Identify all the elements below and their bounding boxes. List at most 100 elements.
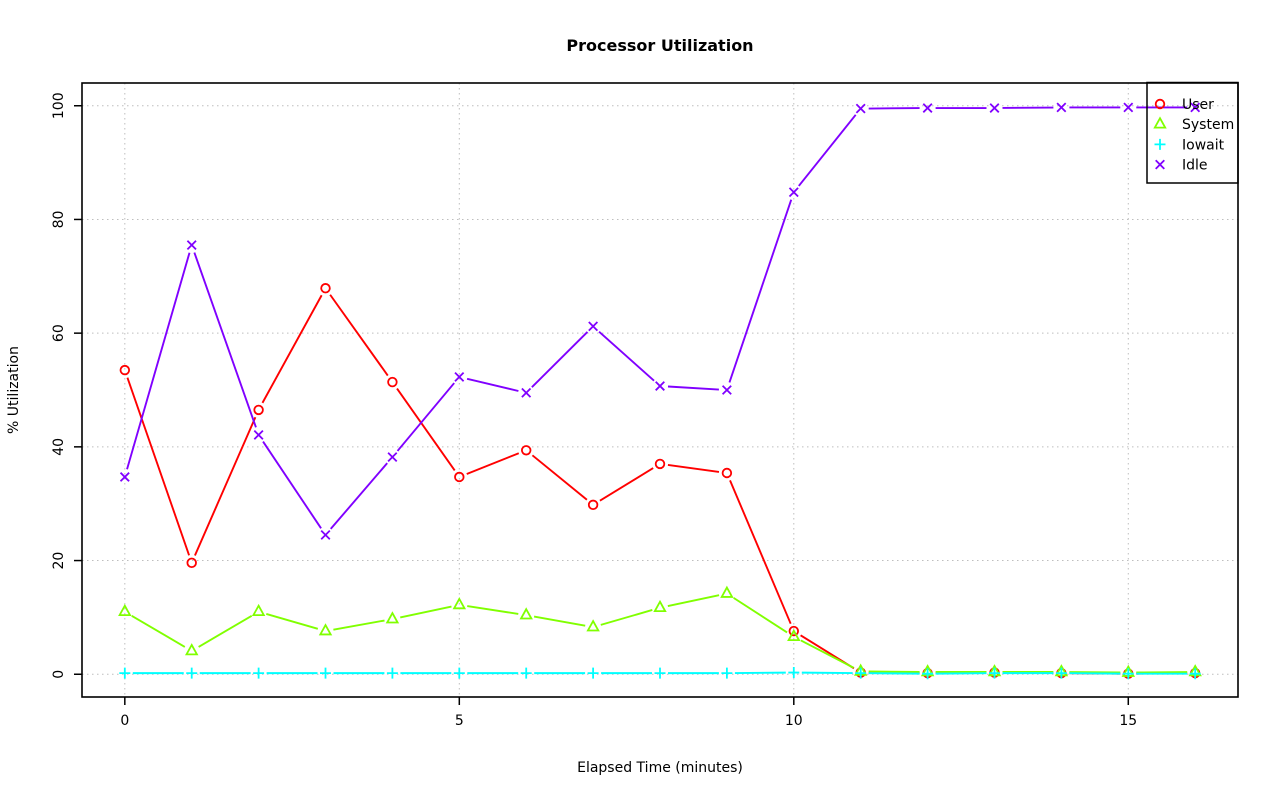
marker-triangle — [586, 619, 600, 632]
series-system — [118, 585, 1202, 677]
marker-plus — [386, 667, 398, 679]
legend-label: Iowait — [1182, 137, 1225, 153]
marker-circle — [1154, 98, 1166, 110]
marker-plus — [520, 667, 532, 679]
y-tick-label: 80 — [51, 211, 67, 229]
marker-x — [186, 240, 197, 250]
series-segment — [262, 441, 322, 529]
legend-label: Idle — [1182, 158, 1208, 174]
gridlines — [82, 83, 1238, 697]
marker-x — [454, 371, 465, 382]
y-tick-label: 40 — [51, 438, 67, 456]
y-axis-label: % Utilization — [6, 346, 22, 434]
marker-plus — [654, 667, 666, 679]
legend-item-user: User — [1154, 97, 1214, 113]
x-tick-label: 15 — [1119, 713, 1137, 729]
marker-circle — [654, 458, 666, 470]
marker-x — [119, 472, 130, 482]
marker-plus — [922, 668, 934, 680]
series-segment — [729, 480, 792, 625]
x-axis-label: Elapsed Time (minutes) — [577, 760, 743, 776]
series-segment — [333, 619, 385, 631]
marker-plus — [1189, 668, 1201, 680]
series-segment — [798, 114, 857, 187]
marker-plus — [253, 667, 265, 679]
legend-box — [1146, 81, 1239, 184]
marker-x — [521, 387, 532, 398]
marker-plus — [186, 667, 198, 679]
marker-triangle — [118, 603, 132, 617]
marker-circle — [587, 499, 599, 511]
legend: User System Iowait Idle — [1146, 81, 1239, 184]
chart-title: Processor Utilization — [566, 36, 753, 55]
series-segment — [400, 605, 452, 619]
series-segment — [396, 382, 455, 452]
marker-plus — [988, 667, 1000, 679]
series-segment — [533, 615, 586, 627]
series-segment — [198, 614, 253, 648]
marker-triangle — [318, 623, 333, 636]
series-segment — [193, 252, 257, 428]
series-segment — [266, 613, 319, 630]
series-segment — [396, 388, 456, 471]
marker-plus — [788, 667, 800, 679]
marker-circle — [387, 376, 398, 388]
series-segment — [330, 462, 388, 530]
marker-plus — [587, 667, 599, 679]
series-segment — [600, 609, 653, 626]
legend-label: User — [1182, 97, 1214, 113]
plot-border — [81, 82, 1239, 698]
series-segment — [800, 639, 855, 669]
y-tick-label: 0 — [51, 670, 67, 679]
marker-x — [253, 429, 264, 440]
marker-circle — [320, 283, 331, 294]
data-series — [118, 102, 1202, 680]
series-segment — [126, 252, 191, 470]
marker-x — [1155, 159, 1165, 170]
marker-triangle — [251, 603, 266, 617]
series-iowait — [119, 667, 1201, 680]
x-tick-label: 0 — [120, 713, 129, 729]
marker-plus — [1055, 667, 1067, 679]
marker-triangle — [519, 607, 533, 620]
series-segment — [728, 199, 793, 383]
marker-x — [1190, 102, 1201, 113]
marker-x — [922, 103, 933, 113]
marker-x — [1123, 102, 1134, 113]
axes: 0 5 10 15 0 20 40 60 80 100 — [51, 82, 1239, 729]
marker-plus — [119, 667, 131, 679]
x-tick-label: 10 — [785, 713, 803, 729]
marker-x — [788, 187, 799, 198]
legend-item-system: System — [1153, 116, 1234, 133]
marker-plus — [1122, 668, 1134, 680]
y-tick-label: 100 — [51, 92, 67, 119]
marker-circle — [119, 364, 131, 376]
series-segment — [329, 294, 389, 377]
series-segment — [467, 605, 519, 615]
marker-plus — [855, 667, 867, 679]
marker-x — [387, 452, 398, 463]
series-segment — [261, 294, 323, 404]
marker-circle — [186, 557, 197, 569]
marker-circle — [721, 467, 733, 479]
marker-x — [721, 385, 732, 395]
marker-circle — [253, 404, 264, 416]
marker-triangle — [787, 628, 801, 642]
legend-item-idle: Idle — [1155, 158, 1208, 174]
series-segment — [599, 467, 654, 502]
y-tick-label: 20 — [51, 552, 67, 570]
marker-x — [1056, 102, 1067, 113]
series-segment — [531, 454, 588, 501]
marker-x — [320, 530, 331, 540]
marker-triangle — [385, 611, 400, 624]
x-tick-label: 5 — [455, 713, 464, 729]
y-tick-label: 60 — [51, 324, 67, 342]
series-segment — [667, 385, 719, 391]
legend-label: System — [1182, 117, 1234, 133]
marker-triangle — [184, 643, 199, 656]
series-segment — [733, 597, 788, 634]
series-idle — [119, 102, 1201, 540]
series-segment — [531, 331, 589, 388]
marker-plus — [320, 667, 332, 679]
